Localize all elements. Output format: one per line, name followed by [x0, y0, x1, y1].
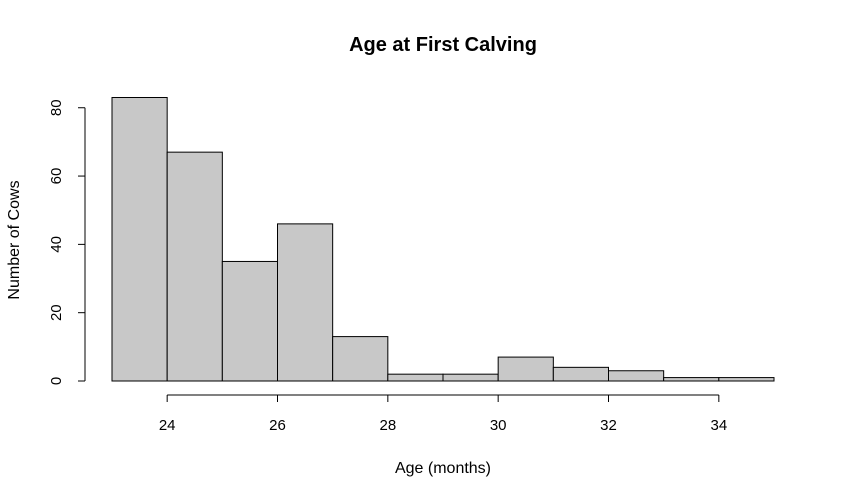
- histogram-bar: [608, 370, 665, 382]
- y-axis-label: Number of Cows: [6, 180, 23, 299]
- x-axis: 24 26 28 30 32 34: [159, 394, 727, 434]
- histogram-bar: [497, 356, 554, 382]
- histogram-bar: [332, 336, 389, 382]
- y-tick-label: 60: [48, 168, 65, 185]
- histogram-bar: [277, 223, 334, 382]
- x-tick-label: 34: [710, 417, 727, 434]
- chart-title: Age at First Calving: [349, 34, 537, 56]
- histogram-bar: [663, 377, 720, 382]
- histogram-bar: [552, 366, 609, 382]
- histogram-bar: [166, 151, 223, 382]
- y-tick-label: 0: [48, 377, 65, 385]
- histogram-bar: [111, 97, 168, 382]
- bars-group: [111, 97, 775, 382]
- y-tick-label: 20: [48, 304, 65, 321]
- x-tick-label: 28: [379, 417, 396, 434]
- histogram-bar: [387, 373, 444, 382]
- y-tick-label: 40: [48, 236, 65, 253]
- y-tick-label: 80: [48, 99, 65, 116]
- histogram-bar: [442, 373, 499, 382]
- x-tick-label: 30: [490, 417, 507, 434]
- x-tick-label: 26: [269, 417, 286, 434]
- x-axis-label: Age (months): [395, 460, 491, 477]
- x-tick-label: 24: [159, 417, 176, 434]
- histogram-bar: [718, 377, 775, 382]
- x-tick-label: 32: [600, 417, 617, 434]
- histogram-bar: [221, 260, 278, 382]
- y-axis: 0 20 40 60 80: [48, 99, 86, 385]
